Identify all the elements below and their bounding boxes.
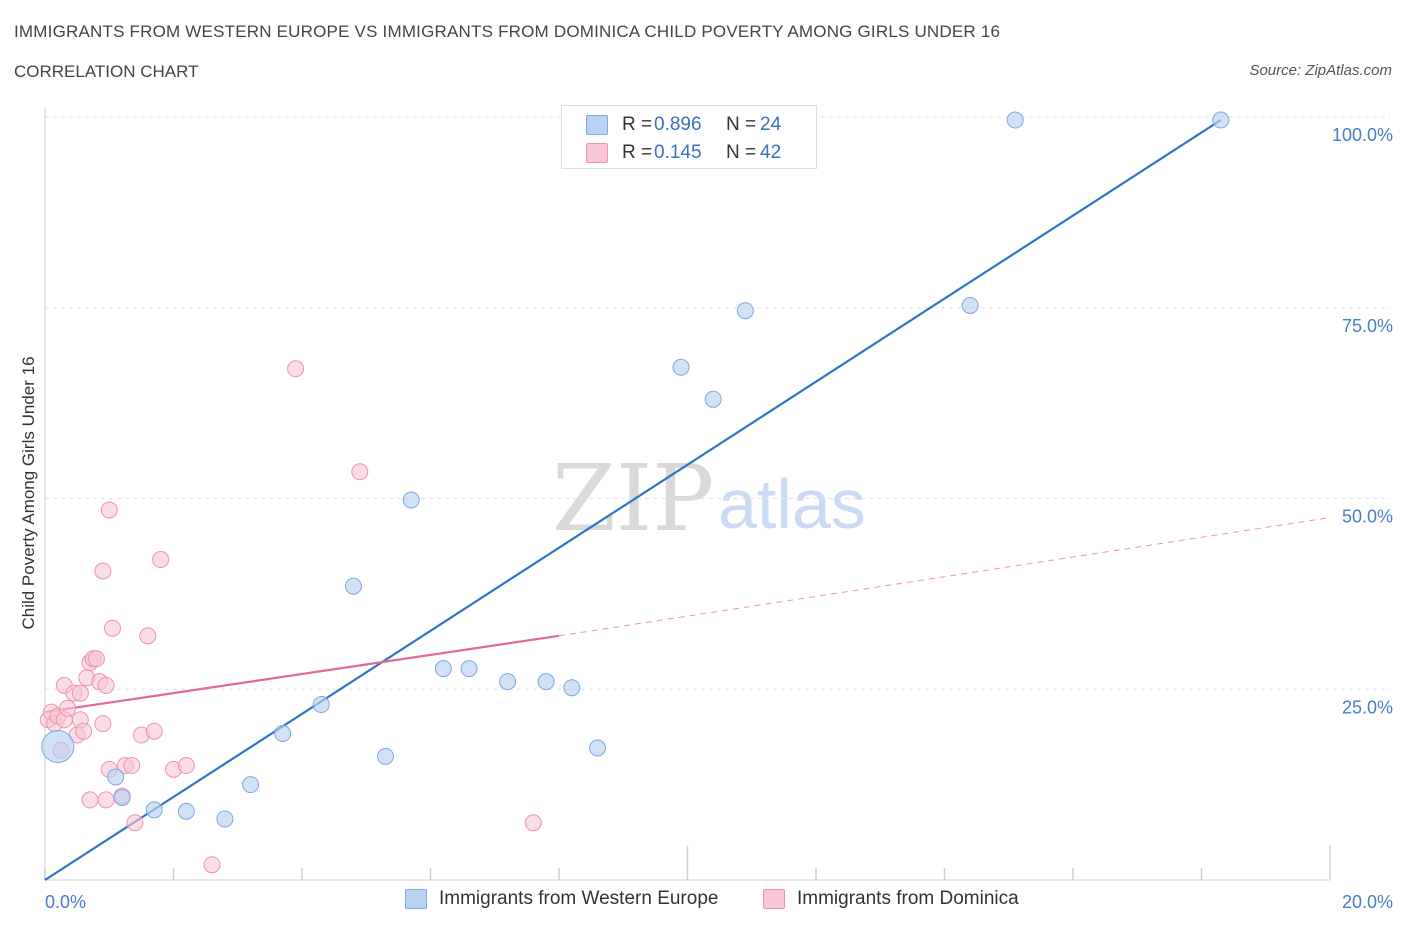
legend-swatch-blue	[586, 115, 608, 135]
legend-swatch-pink	[586, 143, 608, 163]
data-point-western-europe	[344, 577, 362, 595]
data-points	[39, 111, 1230, 874]
legend-r-label: R =	[622, 114, 653, 135]
data-point-dominica	[203, 856, 221, 874]
data-point-western-europe	[113, 789, 131, 807]
data-point-western-europe	[460, 660, 478, 678]
legend-r-label: R =	[622, 142, 653, 163]
legend-n-label: N =	[726, 114, 757, 135]
series-swatch-pink	[763, 889, 785, 909]
data-point-western-europe	[242, 776, 260, 794]
data-point-dominica	[87, 650, 105, 668]
data-point-western-europe	[563, 679, 581, 697]
data-point-western-europe	[672, 358, 690, 376]
data-point-western-europe	[41, 729, 75, 763]
data-point-dominica	[94, 715, 112, 733]
data-point-dominica	[75, 722, 93, 740]
grid-lines	[45, 116, 1390, 690]
data-point-western-europe	[177, 802, 195, 820]
series-name: Immigrants from Dominica	[797, 888, 1019, 909]
data-point-dominica	[94, 562, 112, 580]
data-point-dominica	[123, 757, 141, 775]
chart-subtitle: CORRELATION CHART	[14, 62, 199, 81]
legend-row-western-europe: R = 0.896 N = 24	[586, 112, 781, 138]
data-point-western-europe	[312, 696, 330, 714]
data-point-western-europe	[499, 673, 517, 691]
data-point-western-europe	[704, 390, 722, 408]
tick-labels: 25.0% 50.0% 75.0% 100.0% 0.0% 20.0%	[45, 125, 1393, 912]
data-point-western-europe	[537, 673, 555, 691]
data-point-western-europe	[216, 810, 234, 828]
x-tick-label: 20.0%	[1342, 892, 1393, 912]
y-tick-label: 50.0%	[1342, 507, 1393, 527]
data-point-western-europe	[402, 491, 420, 509]
data-point-western-europe	[274, 725, 292, 743]
data-point-dominica	[103, 619, 121, 637]
legend-n-value: 42	[760, 142, 782, 163]
data-point-western-europe	[736, 302, 754, 320]
y-tick-label: 25.0%	[1342, 697, 1393, 717]
data-point-dominica	[97, 791, 115, 809]
data-point-western-europe	[961, 296, 979, 314]
trend-line-western-europe	[44, 119, 1222, 881]
data-point-western-europe	[589, 739, 607, 757]
data-point-dominica	[287, 360, 305, 378]
legend-r-value: 0.896	[654, 114, 702, 135]
data-point-dominica	[97, 676, 115, 694]
data-point-dominica	[139, 627, 157, 645]
legend-n-value: 24	[760, 114, 782, 135]
data-point-dominica	[145, 722, 163, 740]
chart-title: IMMIGRANTS FROM WESTERN EUROPE VS IMMIGR…	[14, 22, 1001, 41]
data-point-western-europe	[145, 801, 163, 819]
trend-lines	[44, 119, 1331, 881]
data-point-dominica	[81, 791, 99, 809]
x-tick-label: 0.0%	[45, 892, 86, 912]
trend-line-dominica	[44, 634, 560, 714]
data-point-dominica	[71, 684, 89, 702]
y-tick-label: 100.0%	[1332, 125, 1393, 145]
series-legend-dominica: Immigrants from Dominica	[763, 888, 1019, 910]
legend-row-dominica: R = 0.145 N = 42	[586, 140, 781, 166]
data-point-western-europe	[107, 768, 125, 786]
data-point-western-europe	[434, 660, 452, 678]
source-label: Source: ZipAtlas.com	[1249, 62, 1392, 79]
data-point-dominica	[100, 501, 118, 519]
data-point-dominica	[351, 463, 369, 481]
y-axis-label: Child Poverty Among Girls Under 16	[19, 356, 38, 629]
data-point-dominica	[177, 757, 195, 775]
data-point-dominica	[126, 814, 144, 832]
data-point-dominica	[152, 551, 170, 569]
legend-n-label: N =	[726, 142, 757, 163]
series-swatch-blue	[405, 889, 427, 909]
data-point-western-europe	[1006, 111, 1024, 129]
data-point-western-europe	[377, 747, 395, 765]
series-name: Immigrants from Western Europe	[439, 888, 719, 909]
watermark-atlas: atlas	[718, 465, 866, 543]
correlation-legend: R = 0.896 N = 24 R = 0.145 N = 42	[561, 105, 817, 169]
data-point-dominica	[58, 699, 76, 717]
trend-line-dominica-extension	[558, 517, 1331, 637]
y-tick-label: 75.0%	[1342, 316, 1393, 336]
series-legend-western-europe: Immigrants from Western Europe	[405, 888, 718, 910]
data-point-western-europe	[1212, 111, 1230, 129]
legend-r-value: 0.145	[654, 142, 702, 163]
data-point-dominica	[524, 814, 542, 832]
